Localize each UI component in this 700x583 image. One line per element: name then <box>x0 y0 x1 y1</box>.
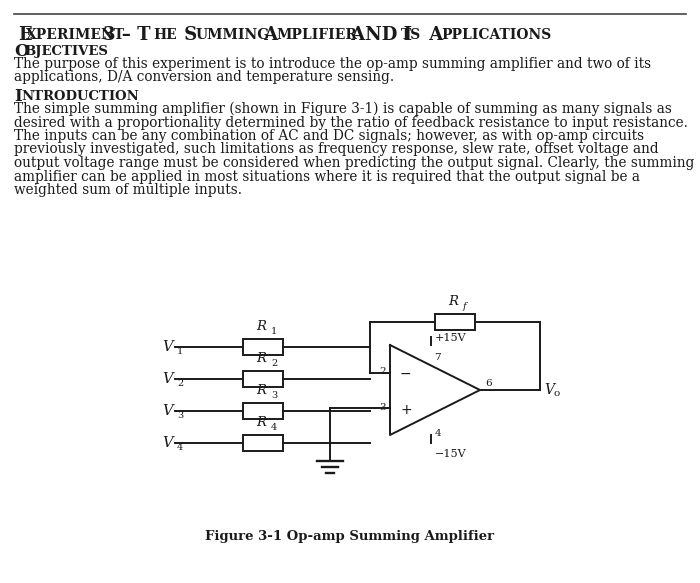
Text: The purpose of this experiment is to introduce the op-amp summing amplifier and : The purpose of this experiment is to int… <box>14 57 651 71</box>
Text: o: o <box>554 388 560 398</box>
Text: 1: 1 <box>271 327 277 336</box>
Text: Figure 3-1 Op-amp Summing Amplifier: Figure 3-1 Op-amp Summing Amplifier <box>205 530 495 543</box>
Text: V: V <box>162 372 173 386</box>
Text: R: R <box>256 416 266 429</box>
Text: applications, D/A conversion and temperature sensing.: applications, D/A conversion and tempera… <box>14 70 394 84</box>
Text: previously investigated, such limitations as frequency response, slew rate, offs: previously investigated, such limitation… <box>14 142 659 156</box>
Bar <box>243 371 283 387</box>
Bar <box>243 403 283 419</box>
Text: output voltage range must be considered when predicting the output signal. Clear: output voltage range must be considered … <box>14 156 694 170</box>
Text: R: R <box>256 352 266 365</box>
Text: TS: TS <box>401 28 421 42</box>
Text: BJECTIVES: BJECTIVES <box>24 45 108 58</box>
Text: 3: 3 <box>379 403 386 413</box>
Text: PPLICATIONS: PPLICATIONS <box>441 28 552 42</box>
Text: V: V <box>162 340 173 354</box>
Bar <box>243 339 283 355</box>
Text: A: A <box>423 26 443 44</box>
Text: A: A <box>258 26 279 44</box>
Text: amplifier can be applied in most situations where it is required that the output: amplifier can be applied in most situati… <box>14 170 640 184</box>
Text: 2: 2 <box>177 378 183 388</box>
Text: V: V <box>162 404 173 418</box>
Text: The simple summing amplifier (shown in Figure 3-1) is capable of summing as many: The simple summing amplifier (shown in F… <box>14 102 672 117</box>
Text: +15V: +15V <box>435 333 466 343</box>
Text: UMMING: UMMING <box>196 28 270 42</box>
Text: R: R <box>256 320 266 333</box>
Text: −15V: −15V <box>435 449 466 459</box>
Text: MPLIFIER: MPLIFIER <box>276 28 357 42</box>
Text: 4: 4 <box>177 442 183 451</box>
Text: 4: 4 <box>435 429 441 437</box>
Text: −: − <box>400 367 412 381</box>
Text: 4: 4 <box>271 423 277 432</box>
Text: 7: 7 <box>435 353 441 361</box>
Text: 3: 3 <box>177 410 183 420</box>
Text: V: V <box>544 383 554 397</box>
Text: R: R <box>448 295 458 308</box>
Text: weighted sum of multiple inputs.: weighted sum of multiple inputs. <box>14 183 242 197</box>
Text: V: V <box>162 436 173 450</box>
Text: desired with a proportionality determined by the ratio of feedback resistance to: desired with a proportionality determine… <box>14 115 688 129</box>
Text: R: R <box>256 384 266 397</box>
Text: I: I <box>14 88 22 105</box>
Text: E: E <box>18 26 32 44</box>
Text: 6: 6 <box>485 378 491 388</box>
Text: f: f <box>463 302 467 311</box>
Text: 2: 2 <box>379 367 386 377</box>
Text: +: + <box>400 403 412 417</box>
Text: HE: HE <box>153 28 176 42</box>
Text: 1: 1 <box>177 346 183 356</box>
Text: O: O <box>14 43 29 60</box>
Text: S: S <box>178 26 197 44</box>
Text: NTRODUCTION: NTRODUCTION <box>21 90 139 103</box>
Text: 2: 2 <box>271 359 277 368</box>
Text: XPERIMENT: XPERIMENT <box>26 28 125 42</box>
Text: 3 – T: 3 – T <box>103 26 150 44</box>
Text: AND I: AND I <box>345 26 412 44</box>
Bar <box>243 435 283 451</box>
Text: The inputs can be any combination of AC and DC signals; however, as with op-amp : The inputs can be any combination of AC … <box>14 129 644 143</box>
Bar <box>435 314 475 330</box>
Text: 3: 3 <box>271 391 277 400</box>
